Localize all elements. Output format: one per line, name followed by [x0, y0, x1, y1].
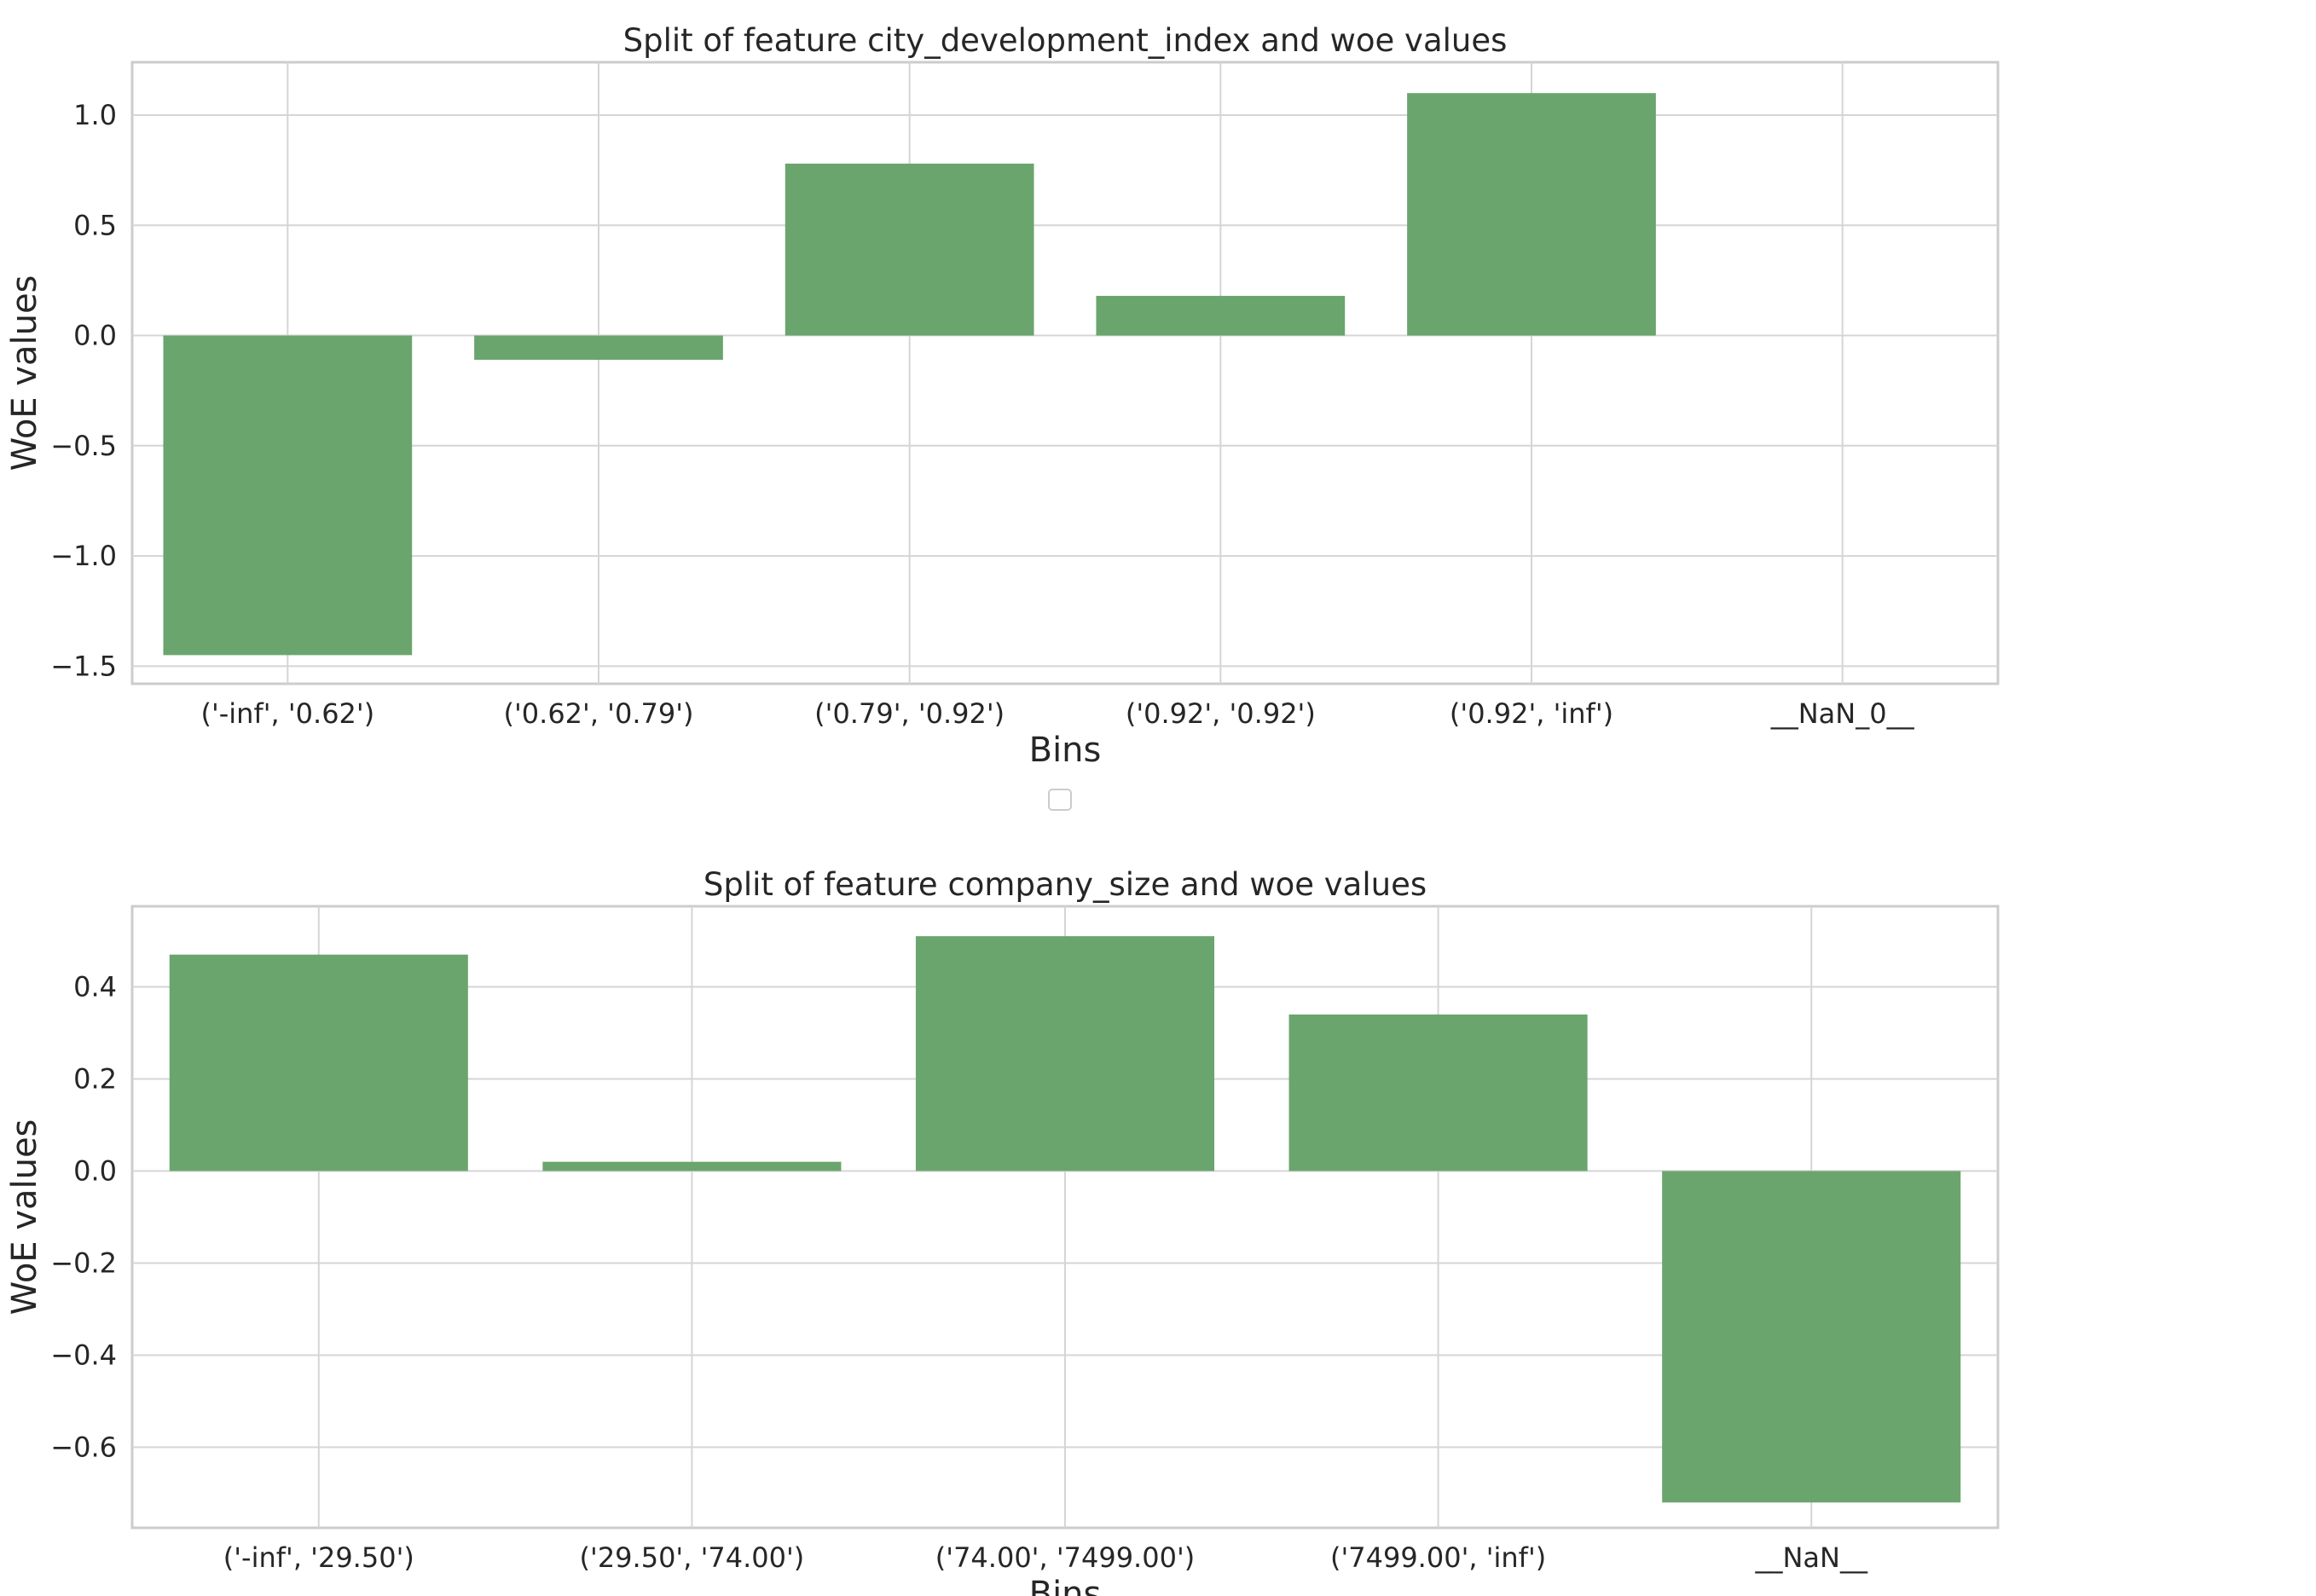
y-tick-label: −0.4	[50, 1339, 117, 1372]
y-tick-label: 1.0	[73, 99, 117, 131]
bar	[1288, 1014, 1588, 1171]
x-tick-label: ('0.62', '0.79')	[504, 697, 694, 730]
x-tick-label: ('7499.00', 'inf')	[1330, 1541, 1546, 1574]
bar	[915, 936, 1215, 1171]
bar	[1407, 93, 1656, 336]
x-tick-label: __NaN_0__	[1770, 697, 1915, 730]
y-axis-label: WoE values	[5, 275, 44, 471]
chart-company-size: −0.6 −0.4 −0.2 0.0 0.2 0.4 ('-inf', '29.50') ('…	[5, 866, 2000, 1596]
x-tick-label: ('-inf', '0.62')	[200, 697, 374, 730]
y-tick-label: 0.5	[73, 209, 117, 241]
y-tick-label: −0.6	[50, 1431, 117, 1464]
legend-box	[1048, 789, 1072, 811]
chart-title: Split of feature company_size and woe va…	[703, 866, 1427, 903]
bar	[1096, 296, 1346, 336]
x-tick-label: ('0.92', 'inf')	[1450, 697, 1613, 730]
x-tick-label: ('-inf', '29.50')	[223, 1541, 414, 1574]
bar	[1662, 1171, 1961, 1503]
bar	[474, 335, 723, 360]
y-tick-label: 0.0	[73, 1155, 117, 1188]
x-tick-label: ('74.00', '7499.00')	[935, 1541, 1195, 1574]
x-axis-label: Bins	[1029, 1575, 1102, 1596]
y-tick-label: −1.0	[50, 540, 117, 572]
bar	[169, 954, 468, 1171]
y-tick-label: 0.0	[73, 320, 117, 352]
y-tick-label: −0.2	[50, 1247, 117, 1280]
x-tick-label: ('0.79', '0.92')	[814, 697, 1005, 730]
y-tick-label: 0.4	[73, 971, 117, 1003]
x-axis-label: Bins	[1029, 731, 1102, 770]
y-axis-label: WoE values	[5, 1119, 44, 1316]
x-tick-label: ('29.50', '74.00')	[580, 1541, 805, 1574]
bar	[542, 1161, 842, 1171]
bar	[163, 335, 413, 656]
x-tick-label: __NaN__	[1754, 1541, 1867, 1574]
plot-area	[130, 61, 2000, 685]
y-tick-label: −1.5	[50, 650, 117, 682]
y-tick-label: −0.5	[50, 430, 117, 462]
x-tick-label: ('0.92', '0.92')	[1126, 697, 1316, 730]
bar	[785, 163, 1034, 336]
chart-city-development-index: −1.5 −1.0 −0.5 0.0 0.5 1.0 ('-inf', '0.62') ('0…	[5, 22, 2000, 770]
chart-title: Split of feature city_development_index …	[623, 22, 1508, 59]
y-tick-label: 0.2	[73, 1063, 117, 1096]
